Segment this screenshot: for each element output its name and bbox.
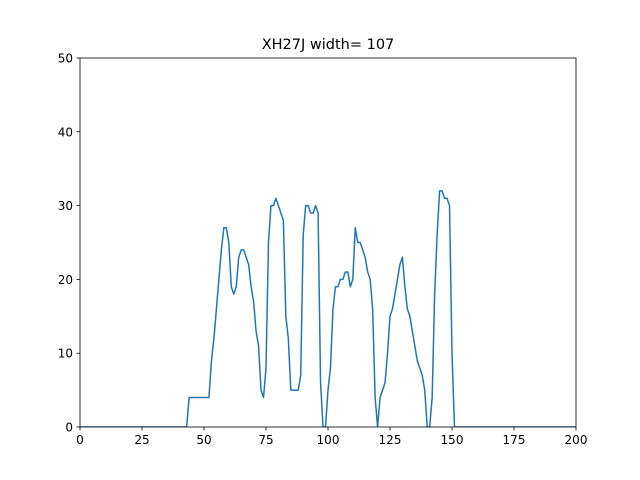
y-tick-label: 30 [58,199,73,213]
y-tick-label: 20 [58,273,73,287]
x-tick-label: 100 [317,433,340,447]
y-tick-label: 50 [58,52,73,66]
y-tick-label: 10 [58,347,73,361]
x-tick-label: 75 [258,433,273,447]
x-tick-label: 0 [76,433,84,447]
axes: 0 25 50 75 100 125 150 175 200 0 10 20 30 40 50 [58,52,588,448]
x-tick-label: 200 [565,433,588,447]
plot-area [80,190,576,427]
y-tick-label: 0 [65,421,73,435]
series-line-1 [80,190,576,427]
y-tick-label: 40 [58,125,73,139]
x-tick-label: 50 [196,433,211,447]
x-tick-label: 125 [379,433,402,447]
chart-title: XH27J width= 107 [262,37,395,53]
x-tick-label: 25 [134,433,149,447]
x-tick-label: 150 [441,433,464,447]
x-tick-label: 175 [503,433,526,447]
